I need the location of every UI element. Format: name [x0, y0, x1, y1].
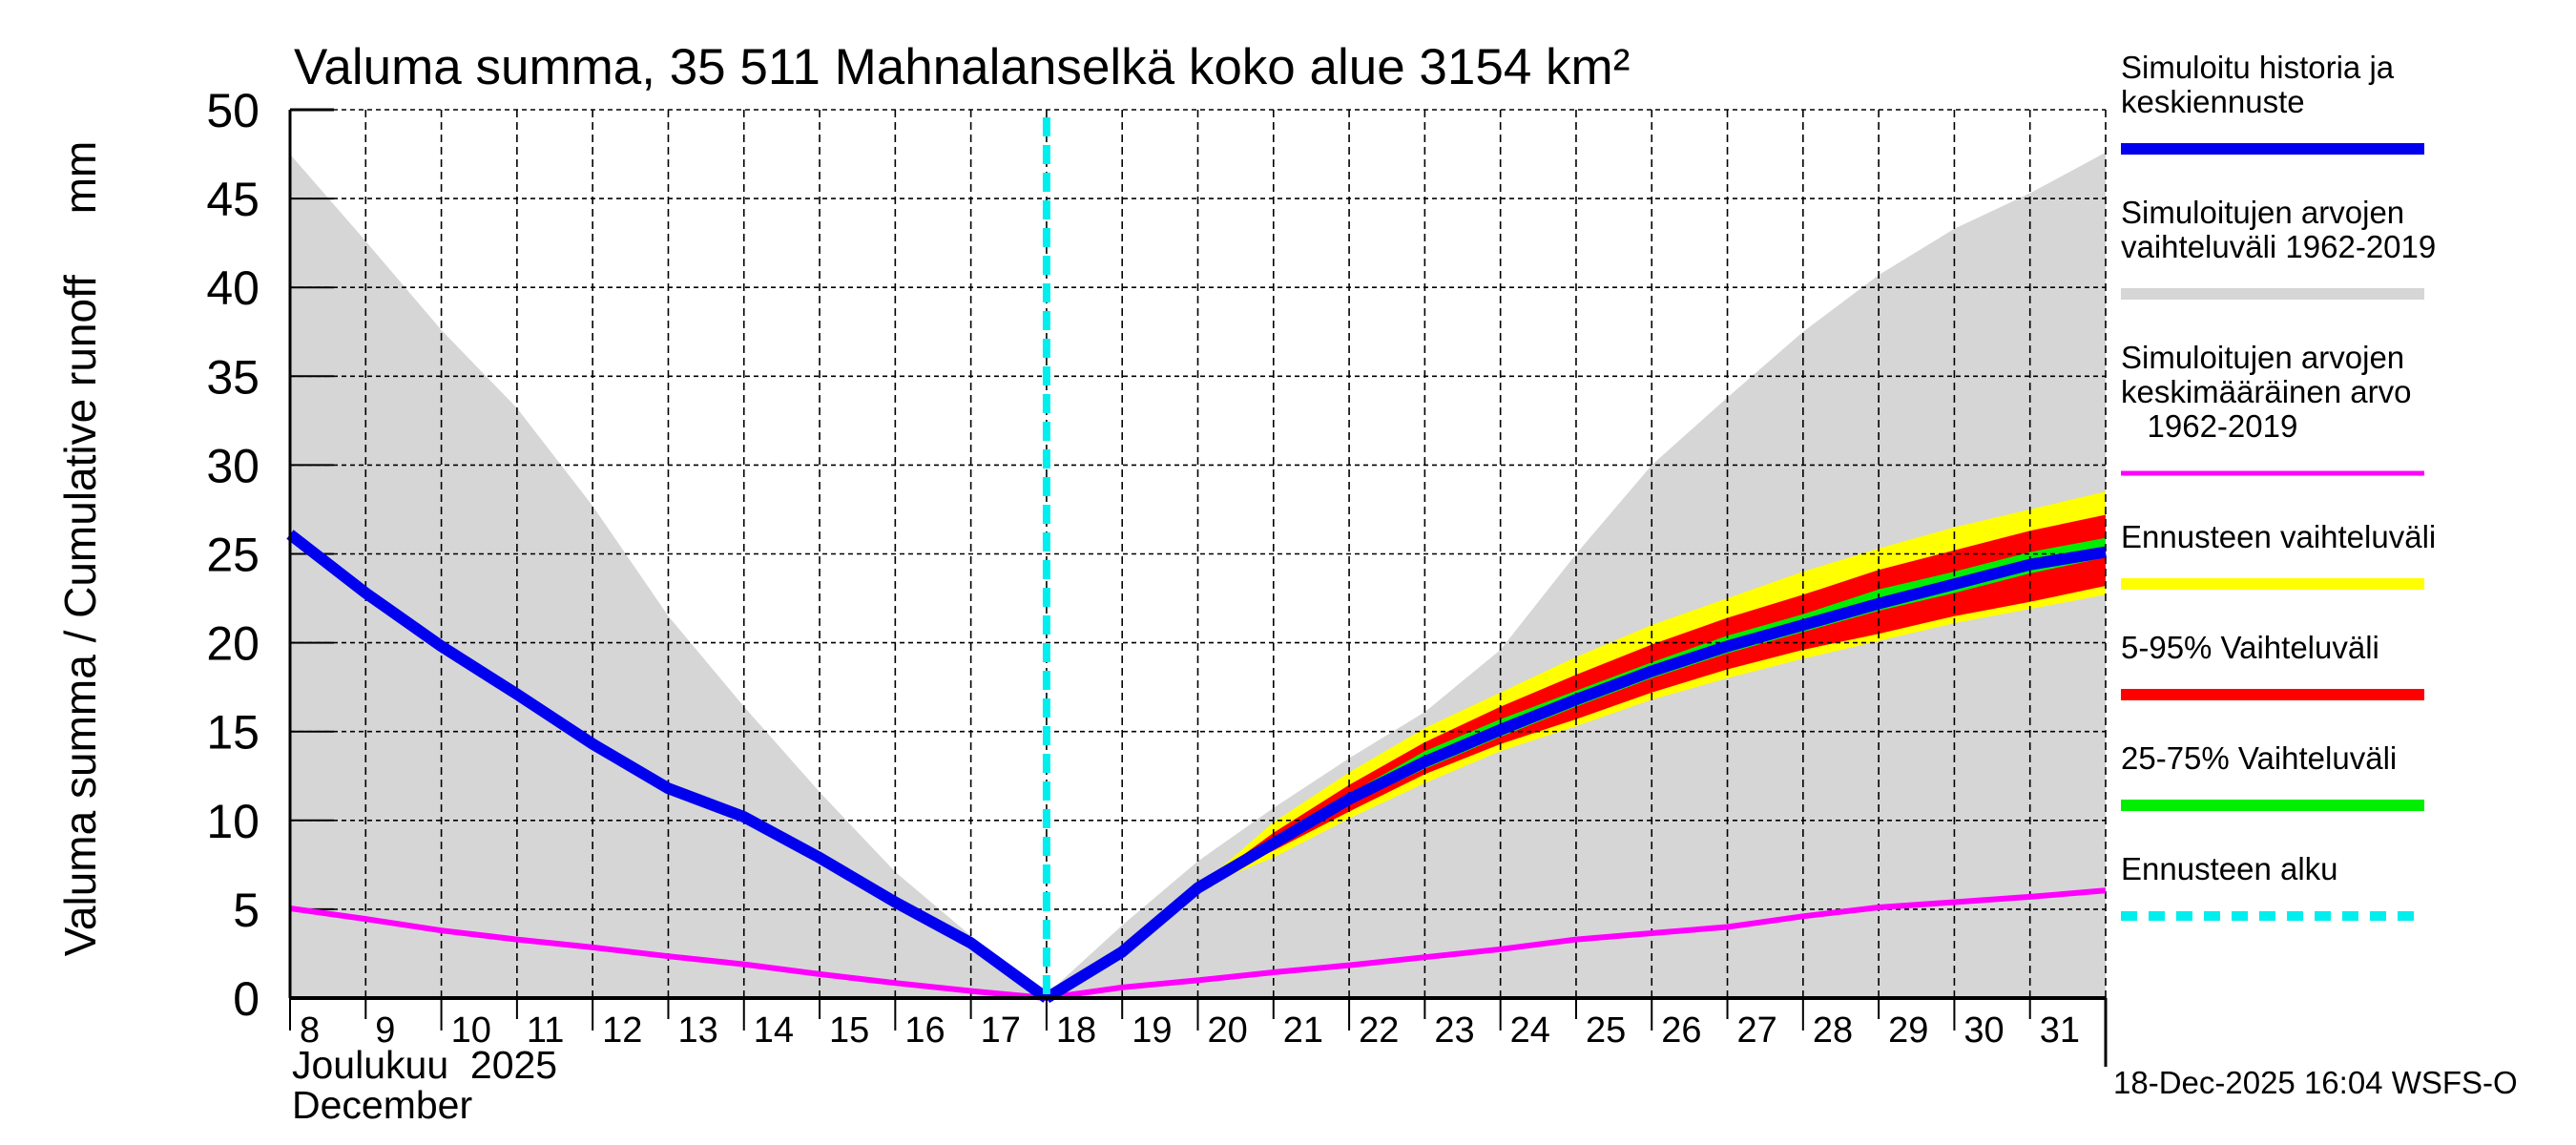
x-tick-label: 8: [300, 1010, 320, 1051]
legend-label: 5-95% Vaihteluväli: [2121, 630, 2379, 665]
x-tick-label: 22: [1359, 1010, 1399, 1051]
legend-item-p5-95: 5-95% Vaihteluväli: [2121, 630, 2424, 700]
x-tick-label: 17: [981, 1010, 1021, 1051]
legend-label: vaihteluväli 1962-2019: [2121, 229, 2436, 264]
x-tick-label: 18: [1056, 1010, 1096, 1051]
y-tick-label: 35: [206, 350, 260, 404]
x-tick-label: 10: [451, 1010, 491, 1051]
x-tick-labels: 8 9 10 11 12 13 14 15 16 17 18 19 20 21 22 23 24 25 26 27 28…: [289, 998, 2080, 1051]
legend-item-forecast-start: Ennusteen alku: [2121, 851, 2424, 921]
x-tick-label: 12: [602, 1010, 642, 1051]
x-tick-label: 30: [1963, 1010, 2004, 1051]
x-tick-label: 21: [1283, 1010, 1323, 1051]
y-tick-label: 40: [206, 261, 260, 315]
grid-layer: [290, 109, 2107, 998]
x-tick-label: 15: [829, 1010, 869, 1051]
x-tick-label: 20: [1208, 1010, 1248, 1051]
legend-item-forecast-range: Ennusteen vaihteluväli: [2121, 519, 2436, 590]
x-tick-label: 11: [527, 1010, 564, 1051]
legend: Simuloitu historia jakeskiennusteSimuloi…: [2121, 50, 2436, 921]
x-tick-label: 26: [1661, 1010, 1701, 1051]
y-tick-label: 20: [206, 617, 260, 671]
history-line: [286, 530, 1050, 1003]
timestamp-footer: 18-Dec-2025 16:04 WSFS-O: [2113, 1065, 2518, 1100]
x-axis-month-label-en: December: [292, 1083, 472, 1127]
x-tick-label: 14: [754, 1010, 794, 1051]
y-tick-label: 0: [233, 972, 260, 1026]
y-tick-label: 10: [206, 795, 260, 848]
legend-label: Simuloitu historia ja: [2121, 50, 2395, 85]
lines-layer: [286, 117, 2107, 1004]
legend-label: Ennusteen vaihteluväli: [2121, 519, 2436, 554]
x-tick-label: 16: [904, 1010, 945, 1051]
x-tick-label: 27: [1737, 1010, 1777, 1051]
x-tick-label: 24: [1510, 1010, 1550, 1051]
y-axis-label: Valuma summa / Cumulative runoff mm: [55, 141, 105, 957]
legend-label: Simuloitujen arvojen: [2121, 340, 2404, 375]
legend-item-p25-75: 25-75% Vaihteluväli: [2121, 740, 2424, 811]
y-tick-label: 50: [206, 84, 260, 137]
y-tick-label: 25: [206, 529, 260, 582]
legend-label: 25-75% Vaihteluväli: [2121, 740, 2397, 776]
chart-title: Valuma summa, 35 511 Mahnalanselkä koko …: [294, 39, 1630, 95]
y-tick-label: 30: [206, 439, 260, 492]
x-tick-label: 28: [1813, 1010, 1853, 1051]
historical-mean-line: [289, 887, 2107, 1001]
x-tick-label: 23: [1434, 1010, 1474, 1051]
legend-label: keskiennuste: [2121, 84, 2305, 119]
x-tick-label: 29: [1888, 1010, 1928, 1051]
x-tick-label: 13: [677, 1010, 717, 1051]
legend-label: Simuloitujen arvojen: [2121, 195, 2404, 230]
y-tick-label: 15: [206, 706, 260, 760]
legend-label: Ennusteen alku: [2121, 851, 2338, 886]
x-tick-label: 25: [1586, 1010, 1626, 1051]
legend-label: 1962-2019: [2121, 408, 2297, 444]
y-tick-label: 5: [233, 884, 260, 937]
x-axis-month-label: Joulukuu 2025: [292, 1043, 557, 1087]
y-tick-labels: 0 5 10 15 20 25 30 35 40 45 50: [206, 84, 260, 1026]
x-tick-label: 31: [2040, 1010, 2080, 1051]
x-tick-label: 9: [375, 1010, 395, 1051]
forecast-median-line: [1043, 546, 2107, 1004]
x-tick-label: 19: [1132, 1010, 1172, 1051]
legend-label: keskimääräinen arvo: [2121, 374, 2411, 409]
y-tick-label: 45: [206, 173, 260, 226]
